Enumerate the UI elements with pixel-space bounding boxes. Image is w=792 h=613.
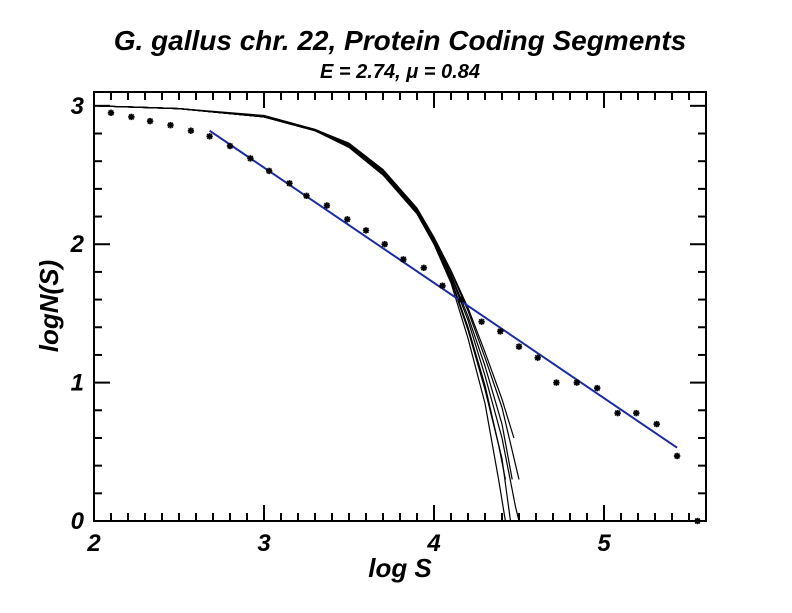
data-point <box>673 452 681 460</box>
y-tick-label: 1 <box>71 370 84 397</box>
x-axis: 2 3 4 5 <box>86 92 707 557</box>
data-point <box>497 328 504 335</box>
data-point <box>303 192 310 200</box>
data-point <box>381 240 388 248</box>
fit-line <box>209 129 678 449</box>
x-tick-label: 2 <box>86 530 101 557</box>
data-point <box>534 354 541 361</box>
model-curve <box>93 105 506 522</box>
x-tick-label: 3 <box>257 530 271 557</box>
y-axis: 0 1 2 3 <box>70 93 706 535</box>
plot-area <box>93 91 707 522</box>
data-point <box>478 318 485 325</box>
data-point <box>400 256 407 263</box>
data-point <box>167 121 174 129</box>
model-curve <box>93 105 506 480</box>
model-curves <box>93 105 520 522</box>
x-tick-label: 5 <box>597 530 611 557</box>
data-point <box>146 117 154 125</box>
data-point <box>226 142 234 150</box>
data-points <box>107 109 701 525</box>
data-point <box>553 379 560 386</box>
model-curve <box>93 105 515 439</box>
data-point <box>206 133 213 140</box>
y-tick-label: 2 <box>70 231 85 258</box>
chart-title: G. gallus chr. 22, Protein Coding Segmen… <box>114 25 687 56</box>
y-axis-label: logN(S) <box>34 260 64 352</box>
data-point <box>128 113 135 121</box>
data-point <box>614 409 621 417</box>
data-point <box>187 127 195 134</box>
y-tick-label: 3 <box>71 93 85 120</box>
y-tick-label: 0 <box>71 508 85 535</box>
model-curve <box>93 105 520 522</box>
model-curve <box>93 105 512 522</box>
data-point <box>286 180 293 187</box>
data-point <box>439 282 446 289</box>
data-point <box>247 155 254 162</box>
fit-line <box>209 129 678 449</box>
data-point <box>458 296 465 303</box>
data-point <box>344 216 351 223</box>
chart-subtitle: E = 2.74, μ = 0.84 <box>320 61 480 83</box>
data-point <box>362 227 370 234</box>
x-tick-label: 4 <box>426 530 440 557</box>
data-point <box>694 517 701 525</box>
data-point <box>107 109 115 117</box>
data-point <box>653 420 660 428</box>
data-point <box>265 167 273 175</box>
data-point <box>594 384 601 392</box>
data-point <box>515 343 523 350</box>
data-point <box>633 409 640 417</box>
x-axis-label: log S <box>368 553 432 583</box>
data-point <box>323 202 331 209</box>
data-point <box>573 379 580 386</box>
data-point <box>420 264 427 271</box>
